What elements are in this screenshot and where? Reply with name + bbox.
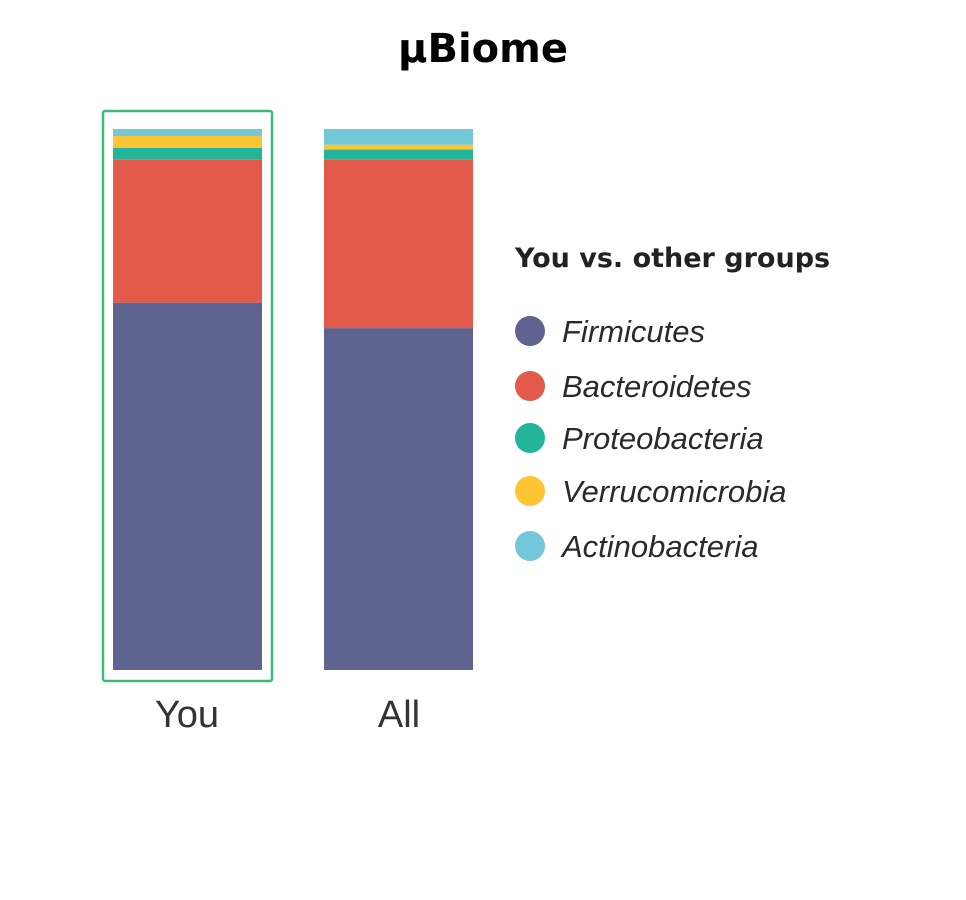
legend-label-firmicutes: Firmicutes [562,314,705,349]
bar-segment-you-verrucomicrobia [113,136,262,148]
legend-label-actinobacteria: Actinobacteria [560,529,758,564]
chart-title: µBiome [398,26,568,72]
legend-label-verrucomicrobia: Verrucomicrobia [562,474,787,509]
bar-segment-all-proteobacteria [324,149,473,160]
bar-segment-all-actinobacteria [324,129,473,145]
bar-segment-all-firmicutes [324,328,473,670]
legend-title: You vs. other groups [514,243,830,274]
bar-segment-you-bacteroidetes [113,159,262,303]
category-label-all: All [378,694,420,736]
legend-swatch-firmicutes [515,316,545,346]
highlight-box-you [101,109,274,683]
legend-swatch-proteobacteria [515,423,545,453]
legend-label-bacteroidetes: Bacteroidetes [562,369,752,404]
legend: Firmicutes Bacteroidetes Proteobacteria Ver… [515,314,787,564]
bar-segment-all-bacteroidetes [324,159,473,329]
bars-group [101,109,473,683]
bar-segment-you-firmicutes [113,302,262,670]
legend-swatch-actinobacteria [515,531,545,561]
bar-segment-all-verrucomicrobia [324,144,473,150]
category-label-you: You [155,694,219,736]
bar-segment-you-actinobacteria [113,129,262,137]
legend-label-proteobacteria: Proteobacteria [562,421,764,456]
legend-swatch-verrucomicrobia [515,476,545,506]
bar-segment-you-proteobacteria [113,147,262,160]
legend-swatch-bacteroidetes [515,371,545,401]
